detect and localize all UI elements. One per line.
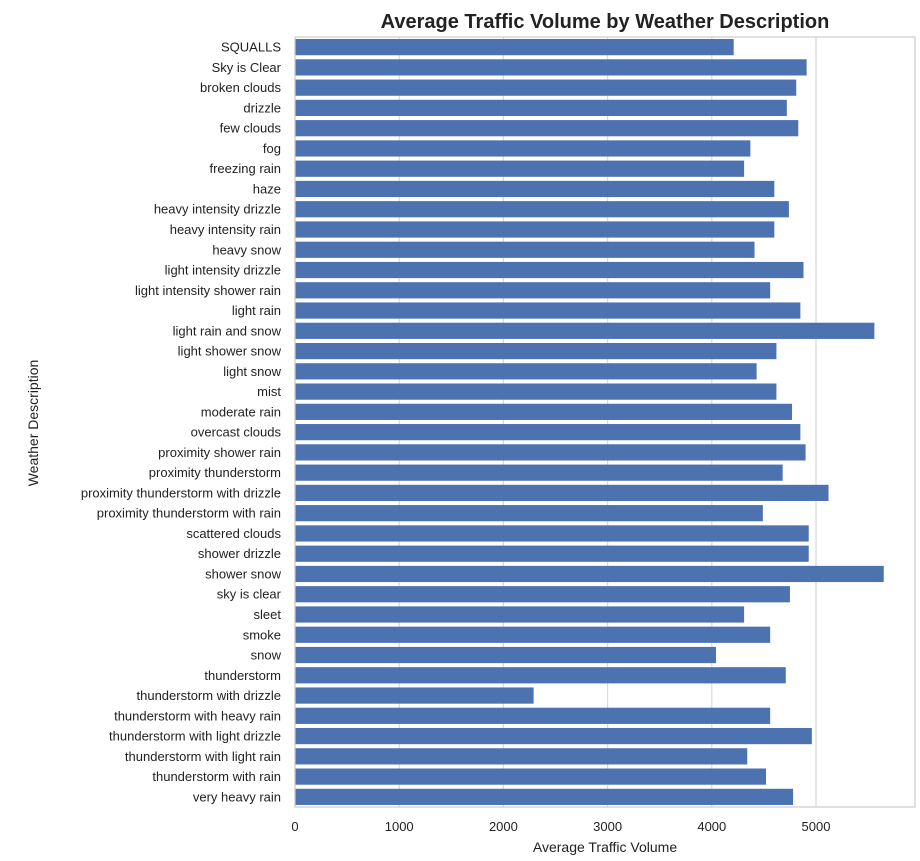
y-category-label: light shower snow bbox=[178, 344, 282, 359]
bar bbox=[295, 59, 807, 76]
bar bbox=[295, 626, 771, 643]
y-category-label: snow bbox=[251, 648, 282, 663]
y-category-label: thunderstorm with light rain bbox=[125, 749, 281, 764]
bar bbox=[295, 221, 775, 238]
bar bbox=[295, 667, 786, 684]
y-category-label: few clouds bbox=[220, 121, 282, 136]
y-category-label: SQUALLS bbox=[221, 40, 281, 55]
y-category-label: proximity shower rain bbox=[158, 445, 281, 460]
bar bbox=[295, 687, 534, 704]
bar bbox=[295, 342, 777, 360]
bar bbox=[295, 505, 763, 522]
y-category-label: light intensity shower rain bbox=[135, 283, 281, 298]
y-category-label: scattered clouds bbox=[186, 526, 281, 541]
bar bbox=[295, 424, 801, 441]
y-category-label: shower drizzle bbox=[198, 546, 281, 561]
x-tick-label: 3000 bbox=[593, 819, 622, 834]
bar bbox=[295, 79, 797, 96]
y-category-label: heavy intensity drizzle bbox=[154, 202, 281, 217]
x-tick-labels: 0 1000 2000 3000 4000 5000 bbox=[291, 819, 830, 834]
y-category-label: haze bbox=[253, 181, 281, 196]
y-category-label: thunderstorm with heavy rain bbox=[114, 708, 281, 723]
y-category-label: thunderstorm with rain bbox=[152, 769, 281, 784]
y-axis-label: Weather Description bbox=[25, 360, 41, 487]
bar bbox=[295, 606, 745, 623]
y-category-label: sky is clear bbox=[217, 587, 282, 602]
y-category-labels: SQUALLS Sky is Clear broken clouds drizzle f… bbox=[81, 40, 282, 805]
y-category-label: proximity thunderstorm bbox=[149, 465, 281, 480]
bar bbox=[295, 120, 799, 137]
y-category-label: freezing rain bbox=[209, 161, 281, 176]
bar bbox=[295, 383, 777, 400]
plot-frame bbox=[294, 36, 916, 808]
y-category-label: proximity thunderstorm with rain bbox=[97, 506, 281, 521]
bar bbox=[295, 302, 801, 319]
bar bbox=[295, 788, 794, 805]
bar bbox=[295, 261, 804, 279]
bar bbox=[295, 646, 716, 664]
y-category-label: shower snow bbox=[205, 566, 281, 581]
bar bbox=[295, 586, 790, 603]
bar bbox=[295, 363, 757, 380]
y-category-label: mist bbox=[257, 384, 281, 399]
bar bbox=[295, 140, 751, 157]
x-tick-label: 1000 bbox=[385, 819, 414, 834]
x-tick-label: 2000 bbox=[489, 819, 518, 834]
bar bbox=[295, 39, 734, 56]
bar bbox=[295, 180, 775, 198]
y-category-label: very heavy rain bbox=[193, 789, 281, 804]
x-tick-label: 5000 bbox=[802, 819, 831, 834]
y-category-label: proximity thunderstorm with drizzle bbox=[81, 485, 281, 500]
y-category-label: light rain and snow bbox=[173, 323, 282, 338]
bar bbox=[295, 748, 748, 765]
x-tick-label: 0 bbox=[291, 819, 298, 834]
y-category-label: smoke bbox=[243, 627, 281, 642]
bar bbox=[295, 403, 793, 420]
bar bbox=[295, 484, 829, 502]
y-category-label: light rain bbox=[232, 303, 281, 318]
bar bbox=[295, 525, 809, 542]
y-category-label: broken clouds bbox=[200, 80, 281, 95]
y-category-label: thunderstorm with drizzle bbox=[137, 688, 282, 703]
x-tick-label: 4000 bbox=[697, 819, 726, 834]
bar bbox=[295, 201, 789, 218]
y-category-label: overcast clouds bbox=[191, 425, 282, 440]
y-category-label: heavy snow bbox=[212, 242, 281, 257]
bar bbox=[295, 444, 806, 461]
bar bbox=[295, 282, 771, 299]
y-category-label: moderate rain bbox=[201, 404, 281, 419]
x-axis-label: Average Traffic Volume bbox=[533, 839, 677, 855]
bar bbox=[295, 545, 809, 562]
y-category-label: thunderstorm bbox=[204, 668, 281, 683]
y-category-label: heavy intensity rain bbox=[170, 222, 281, 237]
y-category-label: sleet bbox=[254, 607, 282, 622]
y-category-label: light snow bbox=[223, 364, 281, 379]
y-category-label: light intensity drizzle bbox=[165, 263, 281, 278]
bar bbox=[295, 322, 875, 339]
bar bbox=[295, 160, 745, 177]
bar bbox=[295, 99, 787, 117]
y-category-label: fog bbox=[263, 141, 281, 156]
bar bbox=[295, 768, 766, 785]
bars-group bbox=[295, 39, 884, 805]
bar bbox=[295, 727, 812, 745]
y-category-label: thunderstorm with light drizzle bbox=[109, 729, 281, 744]
y-category-label: drizzle bbox=[243, 100, 281, 115]
bar bbox=[295, 241, 755, 258]
bar bbox=[295, 565, 884, 583]
bar bbox=[295, 707, 771, 724]
bar bbox=[295, 464, 783, 481]
chart-title: Average Traffic Volume by Weather Descri… bbox=[381, 11, 830, 33]
y-category-label: Sky is Clear bbox=[212, 60, 282, 75]
